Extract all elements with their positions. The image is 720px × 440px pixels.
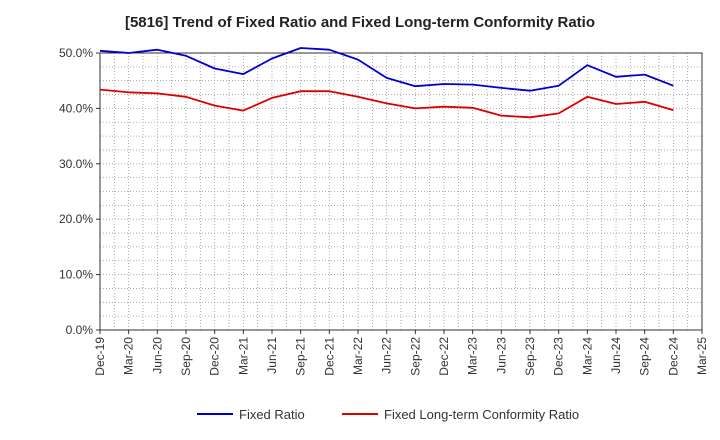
x-tick-label: Sep-20 <box>179 337 193 376</box>
legend-label-2: Fixed Long-term Conformity Ratio <box>384 407 579 422</box>
x-tick-label: Dec-19 <box>93 337 107 376</box>
chart-title: [5816] Trend of Fixed Ratio and Fixed Lo… <box>124 14 596 31</box>
y-tick-label: 10.0% <box>59 268 93 282</box>
x-tick-label: Jun-22 <box>380 337 394 374</box>
series-line-2 <box>99 88 674 119</box>
plot-frame <box>99 52 703 331</box>
x-tick-label: Mar-20 <box>122 337 136 375</box>
y-tick-label: 0.0% <box>66 323 94 337</box>
y-tick-label: 30.0% <box>59 157 93 171</box>
legend-label-1: Fixed Ratio <box>239 407 305 422</box>
x-tick-label: Mar-25 <box>695 337 709 375</box>
x-tick-label: Jun-23 <box>494 337 508 374</box>
x-tick-label: Sep-23 <box>523 337 537 376</box>
x-tick-label: Dec-21 <box>322 337 336 376</box>
x-tick-label: Dec-20 <box>208 337 222 376</box>
x-tick-label: Jun-21 <box>265 337 279 374</box>
x-tick-label: Mar-23 <box>466 337 480 375</box>
x-tick-label: Dec-23 <box>552 337 566 376</box>
x-tick-label: Mar-24 <box>580 337 594 375</box>
x-tick-label: Jun-20 <box>150 337 164 374</box>
x-tick-label: Mar-21 <box>236 337 250 375</box>
series-line-1 <box>99 47 674 92</box>
x-tick-label: Dec-24 <box>666 337 680 376</box>
x-tick-label: Dec-22 <box>437 337 451 376</box>
x-tick-label: Sep-21 <box>294 337 308 376</box>
x-tick-label: Sep-22 <box>408 337 422 376</box>
x-tick-label: Mar-22 <box>351 337 365 375</box>
y-tick-label: 40.0% <box>59 101 93 115</box>
y-tick-label: 20.0% <box>59 212 93 226</box>
x-tick-label: Sep-24 <box>638 337 652 376</box>
y-tick-label: 50.0% <box>59 46 93 60</box>
x-tick-label: Jun-24 <box>609 337 623 374</box>
